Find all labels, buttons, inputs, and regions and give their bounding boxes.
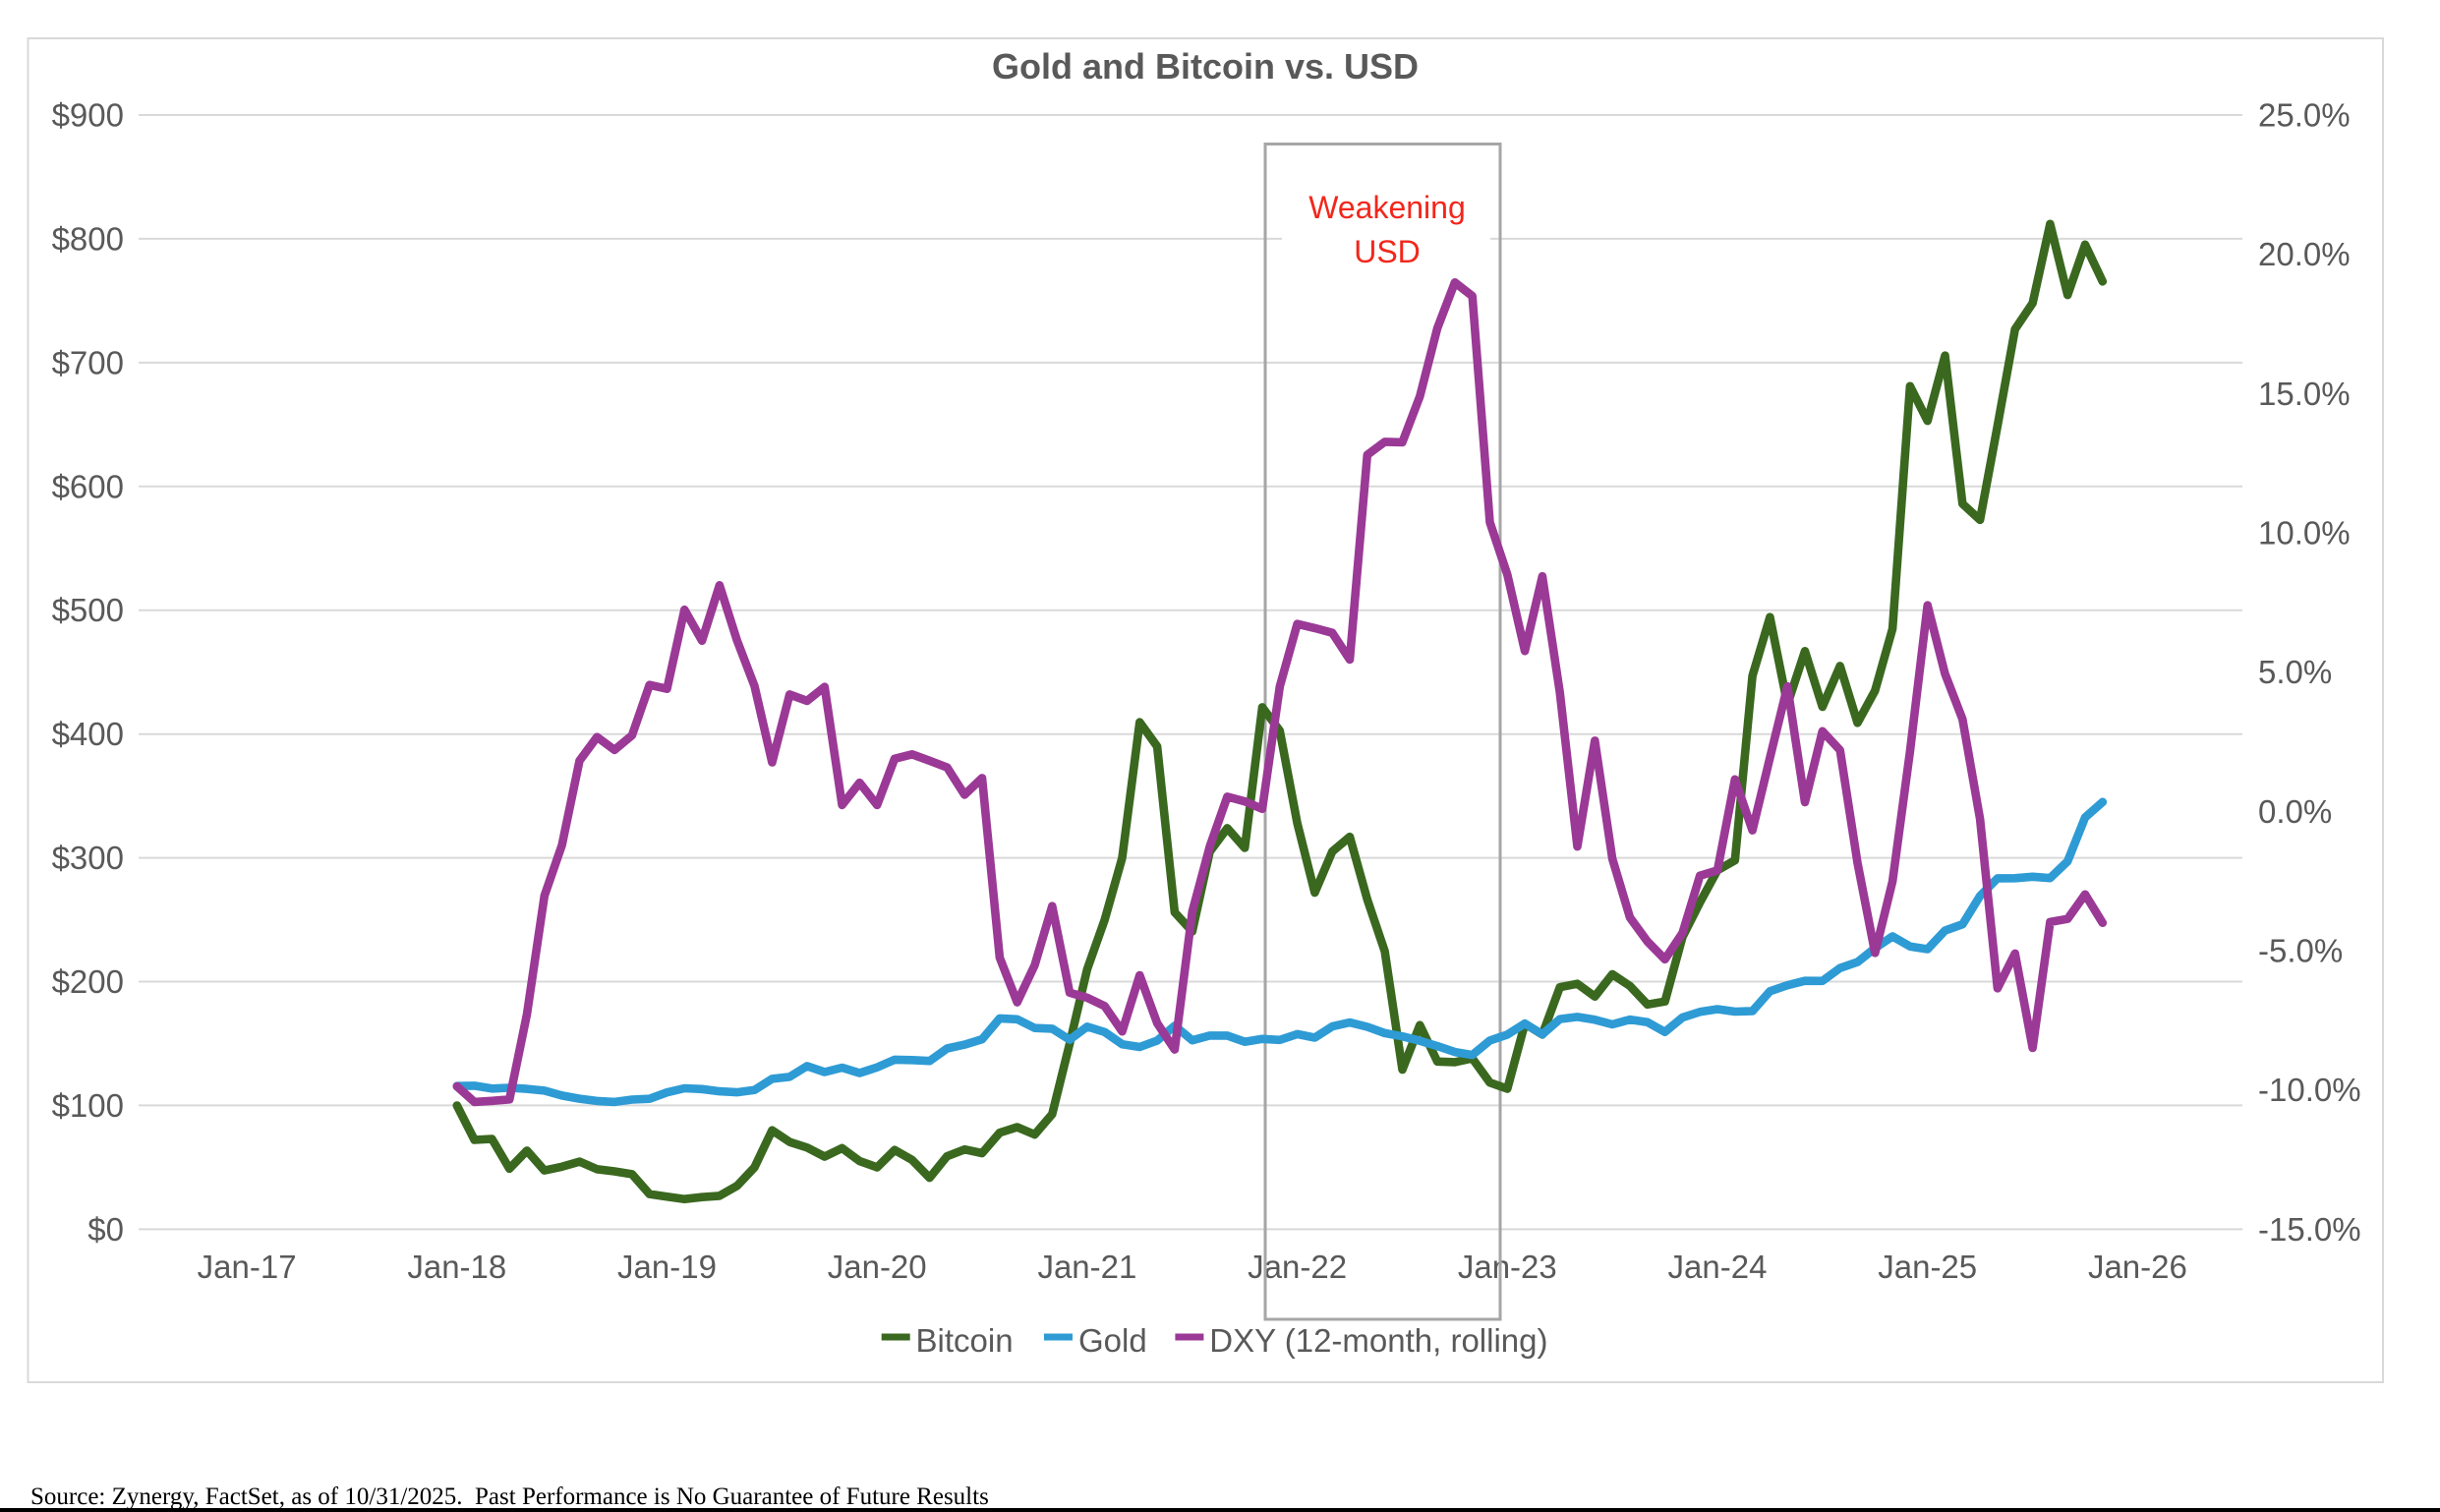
svg-text:Bitcoin: Bitcoin <box>916 1322 1014 1359</box>
svg-text:$0: $0 <box>87 1211 124 1248</box>
svg-text:Jan-24: Jan-24 <box>1668 1249 1768 1285</box>
svg-text:Weakening: Weakening <box>1308 190 1466 225</box>
svg-text:Jan-17: Jan-17 <box>198 1249 297 1285</box>
svg-text:Gold: Gold <box>1078 1322 1147 1359</box>
svg-text:Jan-23: Jan-23 <box>1458 1249 1557 1285</box>
svg-text:$300: $300 <box>52 840 124 876</box>
svg-text:25.0%: 25.0% <box>2258 97 2351 134</box>
svg-text:$100: $100 <box>52 1087 124 1124</box>
svg-text:-10.0%: -10.0% <box>2258 1072 2361 1108</box>
svg-text:$400: $400 <box>52 716 124 752</box>
svg-text:DXY (12-month, rolling): DXY (12-month, rolling) <box>1209 1322 1547 1359</box>
svg-text:Jan-21: Jan-21 <box>1037 1249 1136 1285</box>
svg-text:Jan-18: Jan-18 <box>407 1249 506 1285</box>
svg-text:USD: USD <box>1354 234 1421 269</box>
svg-text:15.0%: 15.0% <box>2258 376 2351 412</box>
svg-text:10.0%: 10.0% <box>2258 515 2351 552</box>
svg-text:Gold and Bitcoin vs. USD: Gold and Bitcoin vs. USD <box>992 46 1419 87</box>
svg-text:-15.0%: -15.0% <box>2258 1211 2361 1248</box>
svg-text:Jan-19: Jan-19 <box>617 1249 717 1285</box>
svg-text:Jan-20: Jan-20 <box>828 1249 927 1285</box>
svg-text:$500: $500 <box>52 592 124 628</box>
svg-text:$700: $700 <box>52 344 124 380</box>
svg-text:0.0%: 0.0% <box>2258 793 2332 830</box>
svg-text:Jan-26: Jan-26 <box>2088 1249 2187 1285</box>
svg-text:$900: $900 <box>52 97 124 134</box>
svg-text:$200: $200 <box>52 963 124 1000</box>
svg-text:-5.0%: -5.0% <box>2258 933 2343 969</box>
svg-text:$800: $800 <box>52 220 124 257</box>
svg-text:Jan-22: Jan-22 <box>1248 1249 1347 1285</box>
svg-text:Jan-25: Jan-25 <box>1878 1249 1977 1285</box>
svg-text:Source: Zynergy, FactSet, as o: Source: Zynergy, FactSet, as of 10/31/20… <box>30 1483 989 1510</box>
svg-text:$600: $600 <box>52 468 124 504</box>
svg-text:5.0%: 5.0% <box>2258 654 2332 690</box>
svg-text:20.0%: 20.0% <box>2258 236 2351 272</box>
